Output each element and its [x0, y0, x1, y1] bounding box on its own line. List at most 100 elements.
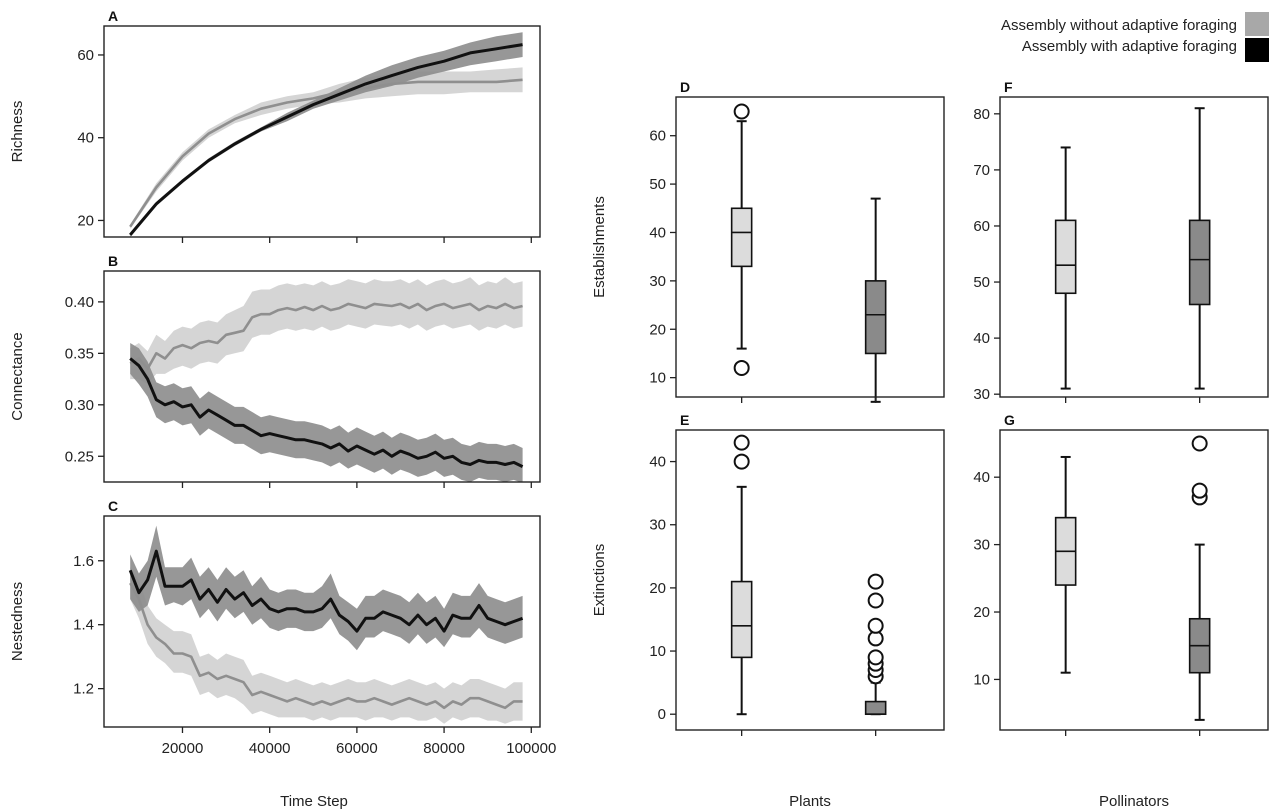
box-with	[864, 280, 887, 355]
legend-label-without: Assembly without adaptive foraging	[1001, 17, 1237, 34]
ytick-label: 60	[649, 128, 666, 145]
ytick-label: 0	[658, 706, 666, 723]
ytick-label: 20	[649, 321, 666, 338]
panel-label-e: E	[680, 412, 689, 428]
xtick-label: 40000	[249, 740, 291, 757]
series-line-with	[129, 43, 523, 236]
outlier-point	[733, 359, 750, 376]
axes-frame-d	[675, 96, 945, 398]
ylabel-a: Richness	[9, 101, 26, 163]
outlier-point	[867, 617, 884, 634]
ylabel-d: Establishments	[591, 196, 608, 298]
ytick-label: 40	[77, 130, 94, 147]
ytick-label: 10	[973, 671, 990, 688]
panel-e: E 0 10 20 30 40 Extinctions	[591, 412, 945, 736]
panel-label-f: F	[1004, 79, 1013, 95]
series-line-without	[129, 302, 523, 371]
panel-c: C 1.2 1.4 1.6 Nestedness 20000 40000 60000 80000…	[9, 498, 556, 757]
box-without	[1054, 219, 1077, 295]
band-without	[130, 67, 523, 229]
band-with	[130, 525, 523, 651]
outlier-point	[733, 453, 750, 470]
xtick-label: 100000	[506, 740, 556, 757]
box-without	[730, 207, 753, 268]
xtick-label: 80000	[423, 740, 465, 757]
ytick-label: 1.6	[73, 553, 94, 570]
ytick-label: 20	[77, 212, 94, 229]
ytick-label: 0.25	[65, 448, 94, 465]
axes-frame-a	[103, 25, 541, 238]
plot-area-b	[129, 277, 524, 482]
axes-frame-c	[103, 515, 541, 728]
legend-swatch-without	[1245, 12, 1269, 36]
panel-label-a: A	[108, 8, 118, 24]
xtick-label: 60000	[336, 740, 378, 757]
series-line-with	[128, 549, 524, 633]
ytick-label: 60	[973, 218, 990, 235]
box-without	[730, 580, 753, 659]
ytick-label: 30	[649, 273, 666, 290]
xtick-label: 20000	[162, 740, 204, 757]
outlier-point	[733, 434, 750, 451]
ylabel-b: Connectance	[9, 332, 26, 420]
ytick-label: 80	[973, 106, 990, 123]
ylabel-e: Extinctions	[591, 544, 608, 617]
xlabel-time-step: Time Step	[280, 793, 348, 810]
ytick-label: 40	[649, 224, 666, 241]
series-line-without	[129, 78, 523, 228]
band-without	[130, 277, 523, 385]
panel-f: F 30 40 50 60 70 80	[973, 79, 1269, 403]
legend-label-with: Assembly with adaptive foraging	[1022, 38, 1237, 55]
axes-frame-e	[675, 429, 945, 731]
panel-b: B 0.25 0.30 0.35 0.40 Connectance	[9, 253, 541, 488]
outlier-point	[867, 592, 884, 609]
ytick-label: 30	[649, 517, 666, 534]
legend-swatch-with	[1245, 38, 1269, 62]
panel-label-c: C	[108, 498, 118, 514]
panel-a: A 20 40 60 Richness	[9, 8, 541, 243]
ytick-label: 20	[973, 604, 990, 621]
series-line-with	[129, 357, 524, 468]
ytick-label: 10	[649, 643, 666, 660]
box-with	[864, 700, 887, 716]
band-without	[130, 567, 523, 724]
group-label-plants: Plants	[789, 793, 831, 810]
band-with	[130, 343, 523, 482]
panels: A 20 40 60 Richness B 0.25 0.30 0.35 0.40 Connecta…	[9, 8, 1269, 757]
plot-area-c	[128, 525, 524, 724]
ylabel-c: Nestedness	[9, 582, 26, 661]
ytick-label: 30	[973, 386, 990, 403]
box-with	[1188, 219, 1211, 306]
outlier-point	[1191, 435, 1208, 452]
axes-frame-b	[103, 270, 541, 483]
panel-label-d: D	[680, 79, 690, 95]
ytick-label: 40	[973, 469, 990, 486]
plot-area-a	[129, 32, 523, 237]
outlier-point	[1191, 482, 1208, 499]
ytick-label: 1.4	[73, 617, 94, 634]
outlier-point	[867, 573, 884, 590]
group-label-pollinators: Pollinators	[1099, 793, 1169, 810]
ytick-label: 1.2	[73, 681, 94, 698]
ytick-label: 40	[973, 330, 990, 347]
ytick-label: 0.40	[65, 294, 94, 311]
panel-g: G 10 20 30 40	[973, 412, 1269, 736]
ytick-label: 10	[649, 370, 666, 387]
ytick-label: 0.35	[65, 345, 94, 362]
ytick-label: 50	[973, 274, 990, 291]
axes-frame-f	[999, 96, 1269, 398]
ytick-label: 40	[649, 454, 666, 471]
band-with	[130, 32, 523, 237]
series-line-without	[129, 582, 523, 710]
panel-label-g: G	[1004, 412, 1015, 428]
ytick-label: 60	[77, 47, 94, 64]
outlier-point	[733, 103, 750, 120]
ytick-label: 70	[973, 162, 990, 179]
legend: Assembly without adaptive foraging Assem…	[1001, 12, 1269, 62]
ytick-label: 30	[973, 537, 990, 554]
ytick-label: 0.30	[65, 397, 94, 414]
ytick-label: 20	[649, 580, 666, 597]
panel-d: D 10 20 30 40 50 60 Establishments	[591, 79, 945, 403]
axes-frame-g	[999, 429, 1269, 731]
